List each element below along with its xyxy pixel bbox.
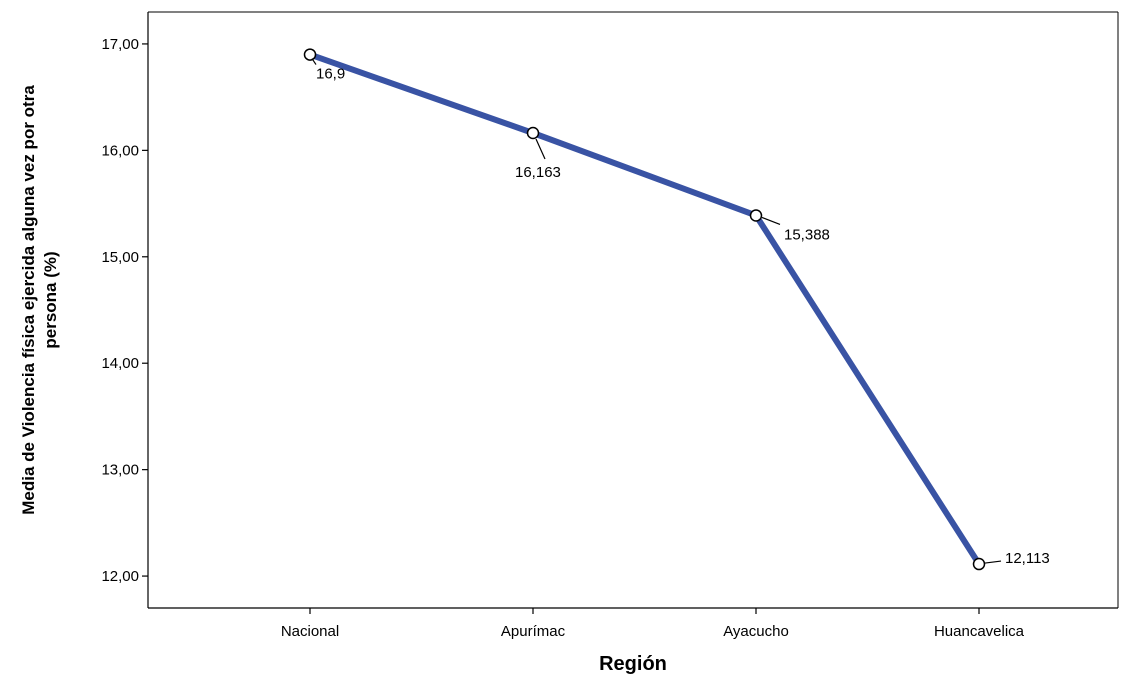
y-tick-label: 16,00 [101,142,139,159]
y-tick-label: 12,00 [101,568,139,585]
series-line [307,51,982,568]
x-axis-ticks: Nacional Apurímac Ayacucho Huancavelica [281,608,1025,640]
y-axis-title: Media de Violencia física ejercida algun… [19,85,60,515]
y-axis-ticks: 12,00 13,00 14,00 15,00 16,00 17,00 [101,36,148,585]
y-tick-label: 17,00 [101,36,139,53]
data-label: 12,113 [1005,550,1050,567]
x-tick-label: Apurímac [501,623,566,640]
data-point-marker [526,126,540,140]
data-label-leader [311,58,317,65]
x-axis-title: Región [599,653,667,675]
data-labels: 16,9 16,163 15,388 12,113 [311,58,1050,567]
data-label-leader [761,216,781,226]
data-label: 15,388 [784,226,830,243]
x-tick-label: Nacional [281,623,339,640]
y-axis-title-line-1: Media de Violencia física ejercida algun… [19,85,38,515]
data-point-marker [749,209,763,222]
y-tick-label: 13,00 [101,462,139,479]
y-tick-label: 14,00 [101,355,139,372]
y-axis-title-line-2: persona (%) [41,251,60,348]
data-label-leader [535,138,546,160]
data-point-marker [303,48,317,61]
x-tick-label: Huancavelica [934,623,1025,640]
data-label: 16,163 [515,164,561,181]
x-tick-label: Ayacucho [723,623,789,640]
data-point-marker [972,557,986,571]
series-line-group [303,48,986,571]
data-label: 16,9 [316,66,345,83]
y-tick-label: 15,00 [101,249,139,266]
data-label-leader [984,560,1002,564]
